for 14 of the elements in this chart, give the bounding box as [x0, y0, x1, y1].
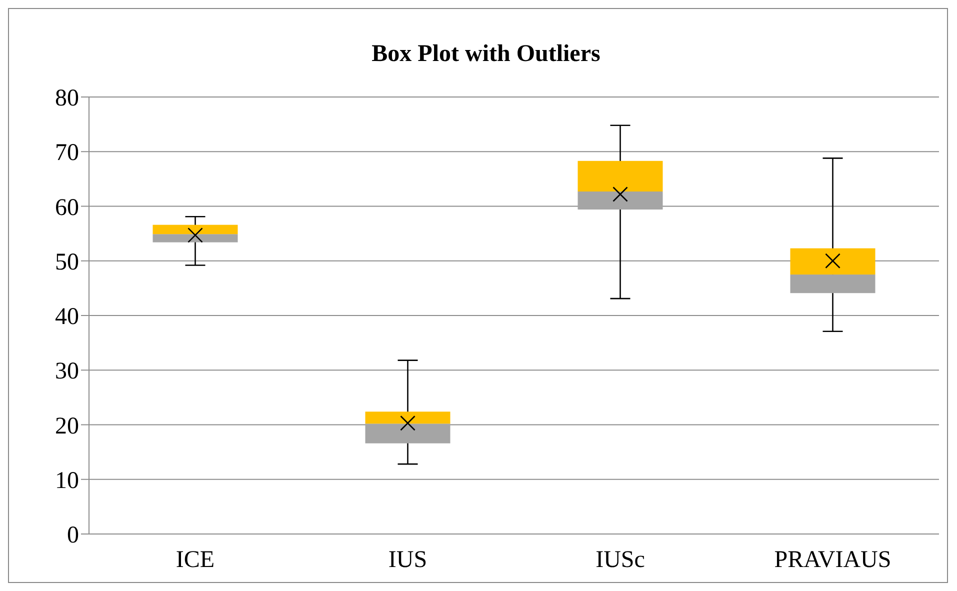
- y-tick-label: 40: [55, 304, 79, 330]
- x-tick-label: PRAVIAUS: [774, 547, 892, 574]
- x-tick-label: IUSc: [596, 547, 645, 574]
- x-tick-label: IUS: [388, 547, 428, 574]
- y-tick-label: 10: [55, 468, 79, 494]
- y-tick-label: 50: [55, 249, 79, 276]
- y-tick-label: 0: [67, 522, 79, 549]
- chart-title: Box Plot with Outliers: [372, 41, 600, 67]
- y-tick-label: 30: [55, 358, 79, 385]
- y-tick-label: 20: [55, 413, 79, 440]
- x-tick-label: ICE: [176, 547, 215, 574]
- y-tick-label: 70: [55, 140, 79, 166]
- y-tick-label: 80: [55, 86, 79, 112]
- y-tick-label: 60: [55, 194, 79, 221]
